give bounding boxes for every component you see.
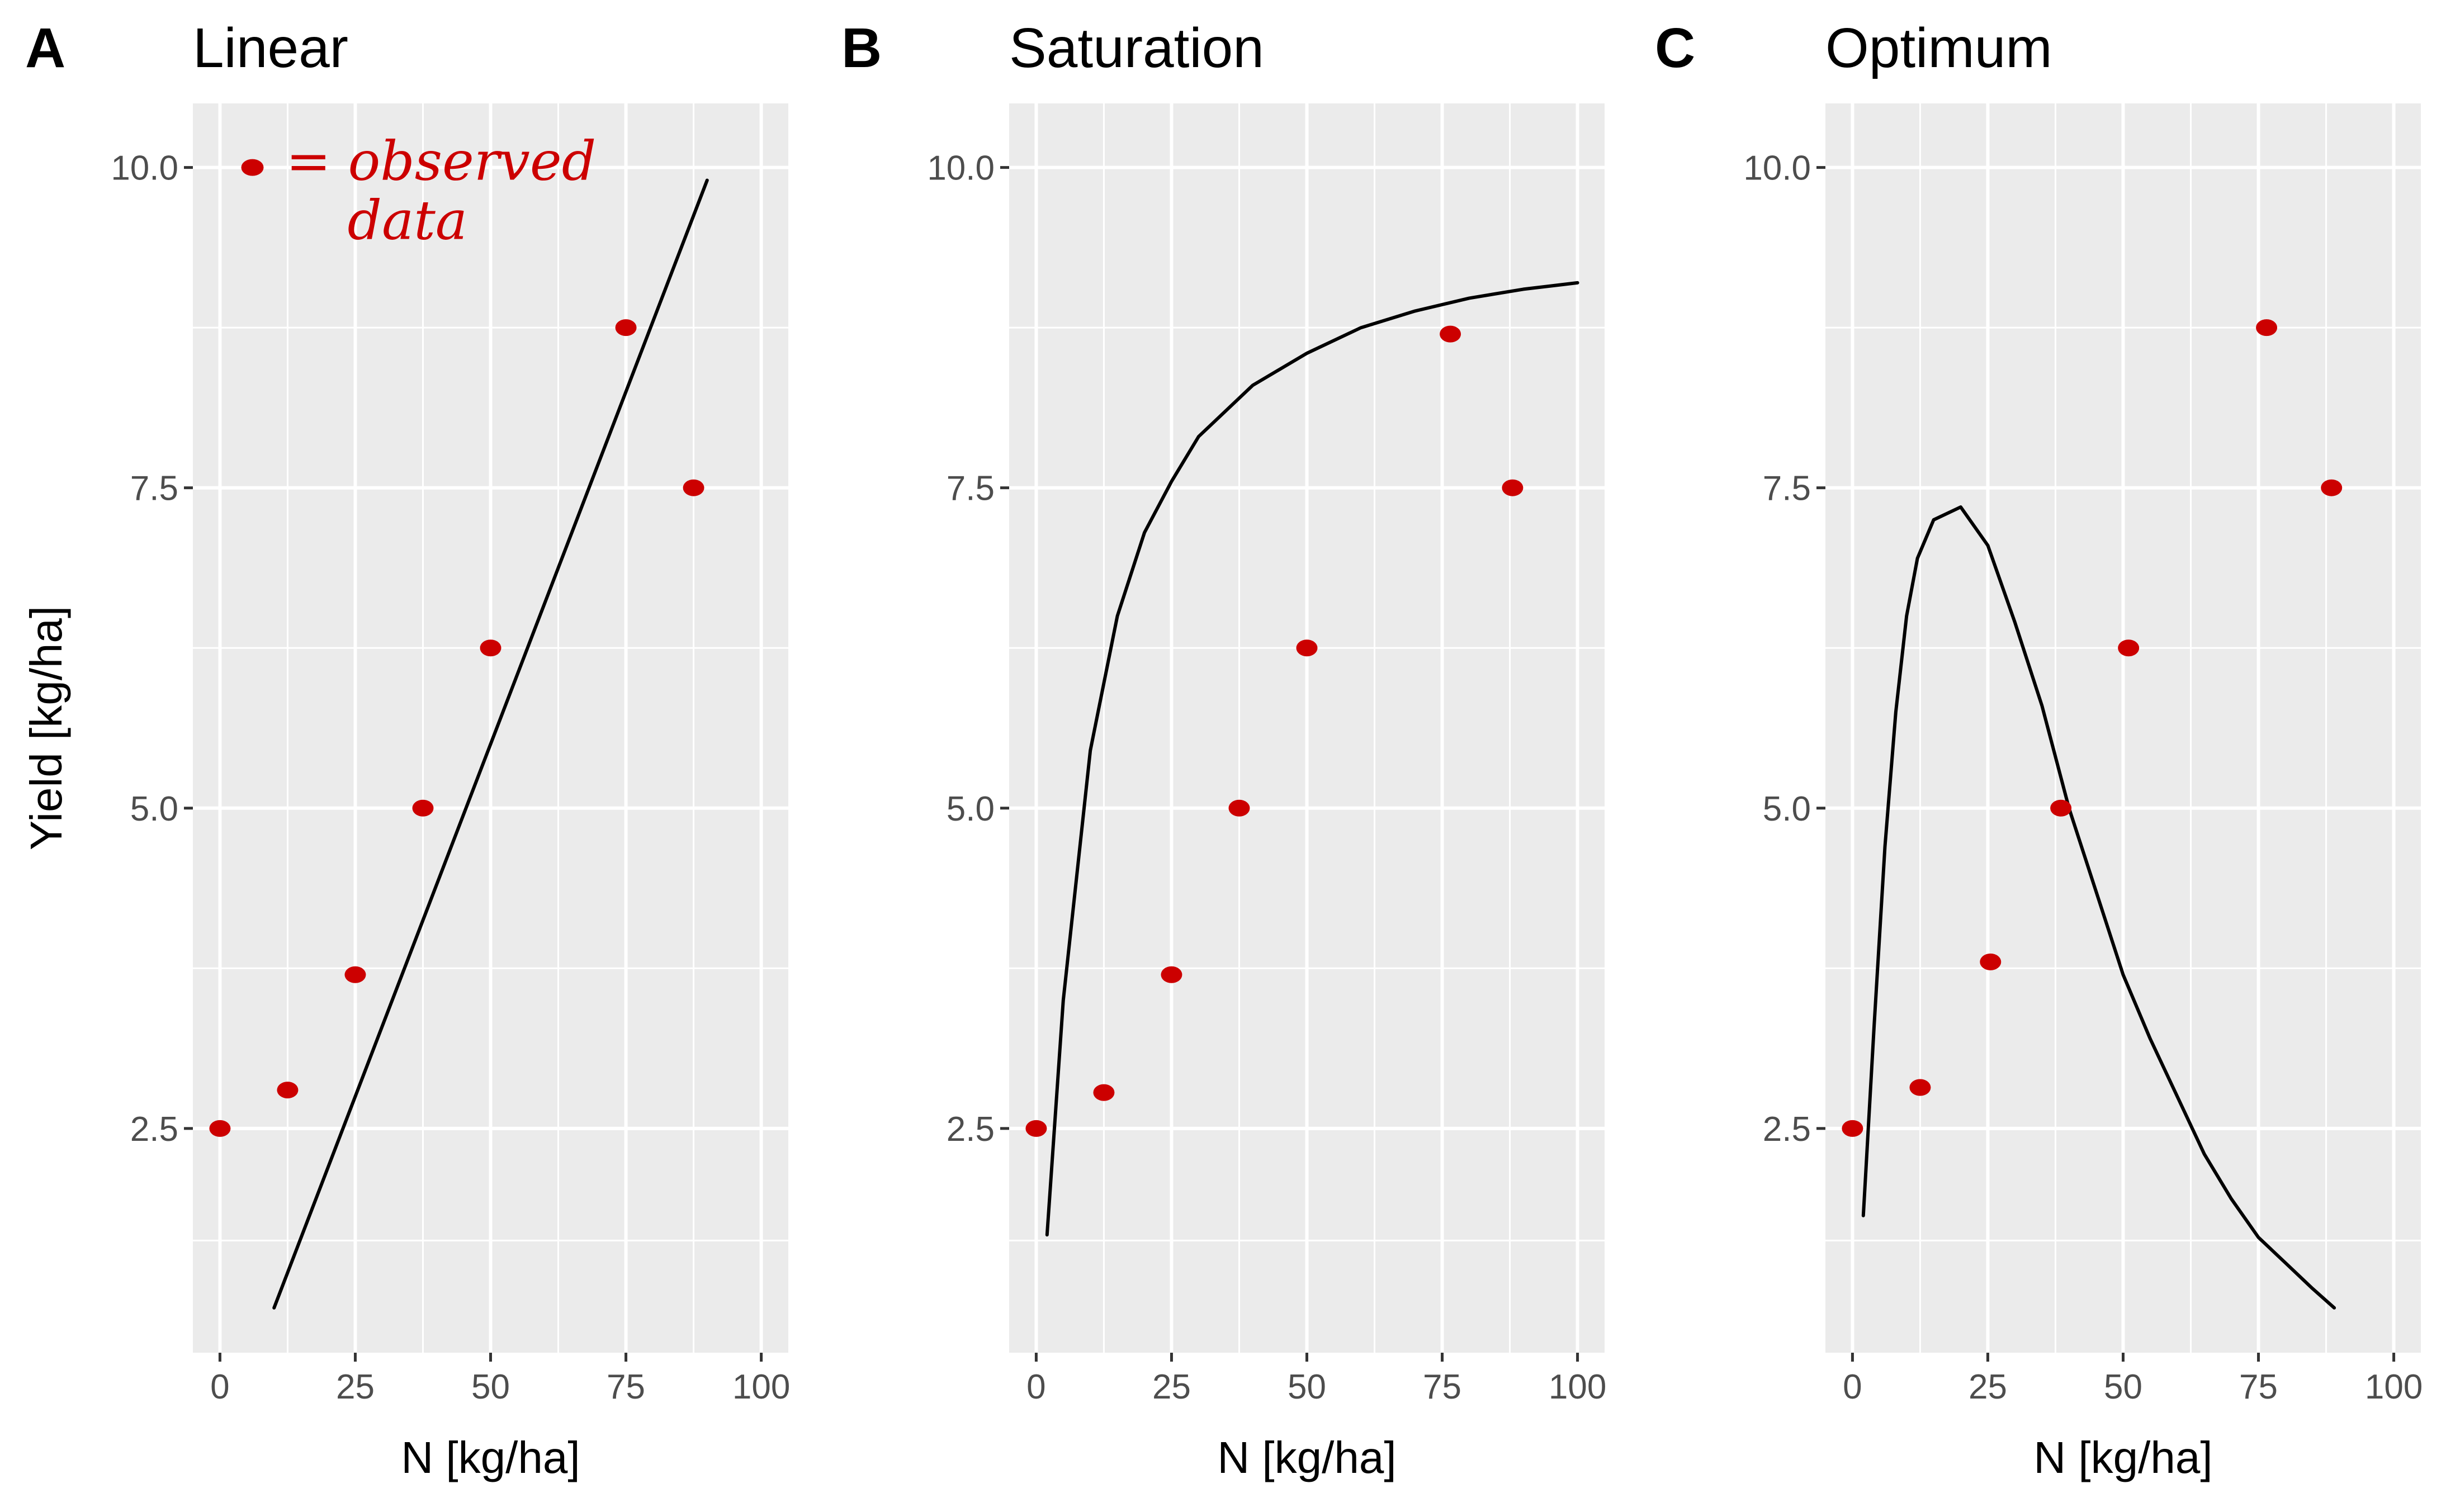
y-tick-label: 5.0 bbox=[947, 790, 995, 828]
y-tick-label: 7.5 bbox=[1763, 470, 1811, 508]
y-tick-label: 7.5 bbox=[947, 470, 995, 508]
x-tick-label: 50 bbox=[1288, 1368, 1326, 1406]
observed-point bbox=[1502, 479, 1524, 496]
x-tick-label: 50 bbox=[2104, 1368, 2142, 1406]
y-tick-label: 5.0 bbox=[130, 790, 178, 828]
x-axis-title: N [kg/ha] bbox=[401, 1433, 580, 1482]
x-tick-label: 25 bbox=[1969, 1368, 2007, 1406]
observed-point bbox=[1228, 799, 1250, 817]
panel-c: 0 25 50 75 100 2.5 5.0 7.5 10.0 C Optimum N [kg/ha] bbox=[1655, 17, 2423, 1482]
x-axis-title: N [kg/ha] bbox=[2033, 1433, 2212, 1482]
y-tick-label: 7.5 bbox=[130, 470, 178, 508]
panel-title: Linear bbox=[193, 17, 348, 79]
observed-point bbox=[683, 479, 704, 496]
observed-point bbox=[277, 1082, 299, 1099]
y-tick-label: 10.0 bbox=[1743, 149, 1811, 188]
observed-point bbox=[344, 966, 366, 983]
x-tick-label: 75 bbox=[2239, 1368, 2278, 1406]
model-curve-saturation bbox=[1045, 281, 1579, 1237]
x-tick-label: 100 bbox=[1549, 1368, 1606, 1406]
y-tick-label: 10.0 bbox=[111, 149, 178, 188]
observed-point bbox=[209, 1120, 231, 1137]
x-tick-label: 100 bbox=[732, 1368, 790, 1406]
observed-point bbox=[1842, 1120, 1863, 1137]
y-tick-label: 2.5 bbox=[130, 1110, 178, 1149]
observed-point bbox=[2321, 479, 2343, 496]
observed-point bbox=[2118, 639, 2140, 657]
x-tick-label: 25 bbox=[336, 1368, 375, 1406]
x-tick-label: 100 bbox=[2365, 1368, 2423, 1406]
observed-point bbox=[1440, 325, 1461, 343]
y-axis-title: Yield [kg/ha] bbox=[21, 606, 71, 850]
x-tick-label: 50 bbox=[471, 1368, 510, 1406]
panel-title: Optimum bbox=[1825, 17, 2052, 79]
observed-point bbox=[1980, 953, 2002, 970]
x-tick-label: 75 bbox=[1423, 1368, 1461, 1406]
panel-letter: B bbox=[841, 17, 882, 79]
x-tick-label: 0 bbox=[210, 1368, 229, 1406]
observed-point bbox=[480, 639, 501, 657]
panel-letter: C bbox=[1655, 17, 1695, 79]
y-tick-label: 2.5 bbox=[947, 1110, 995, 1149]
model-curve-linear bbox=[272, 178, 709, 1310]
observed-point bbox=[1093, 1084, 1115, 1101]
observed-point bbox=[412, 799, 434, 817]
observed-point bbox=[1296, 639, 1318, 657]
y-tick-label: 5.0 bbox=[1763, 790, 1811, 828]
y-tick-label: 10.0 bbox=[927, 149, 995, 188]
observed-point bbox=[2050, 799, 2072, 817]
panel-a: 0 25 50 75 100 2.5 5.0 7.5 10.0 A Linear N [kg/ha] Y… bbox=[21, 17, 790, 1482]
x-tick-label: 0 bbox=[1843, 1368, 1862, 1406]
x-tick-label: 75 bbox=[607, 1368, 645, 1406]
observed-point bbox=[1025, 1120, 1047, 1137]
x-tick-label: 25 bbox=[1152, 1368, 1191, 1406]
model-curve-optimum bbox=[1861, 505, 2336, 1310]
observed-point bbox=[2256, 319, 2278, 336]
x-tick-label: 0 bbox=[1026, 1368, 1045, 1406]
observed-point bbox=[615, 319, 637, 336]
panel-b: 0 25 50 75 100 2.5 5.0 7.5 10.0 B Saturation N [kg/… bbox=[841, 17, 1606, 1482]
annotation-text-line1: = observed bbox=[286, 130, 597, 193]
x-axis-title: N [kg/ha] bbox=[1217, 1433, 1396, 1482]
panel-title: Saturation bbox=[1009, 17, 1264, 79]
panel-letter: A bbox=[25, 17, 65, 79]
observed-point bbox=[1161, 966, 1182, 983]
annotation-marker bbox=[241, 159, 264, 176]
y-tick-label: 2.5 bbox=[1763, 1110, 1811, 1149]
observed-point bbox=[1909, 1079, 1931, 1096]
annotation-text-line2: data bbox=[348, 189, 468, 252]
